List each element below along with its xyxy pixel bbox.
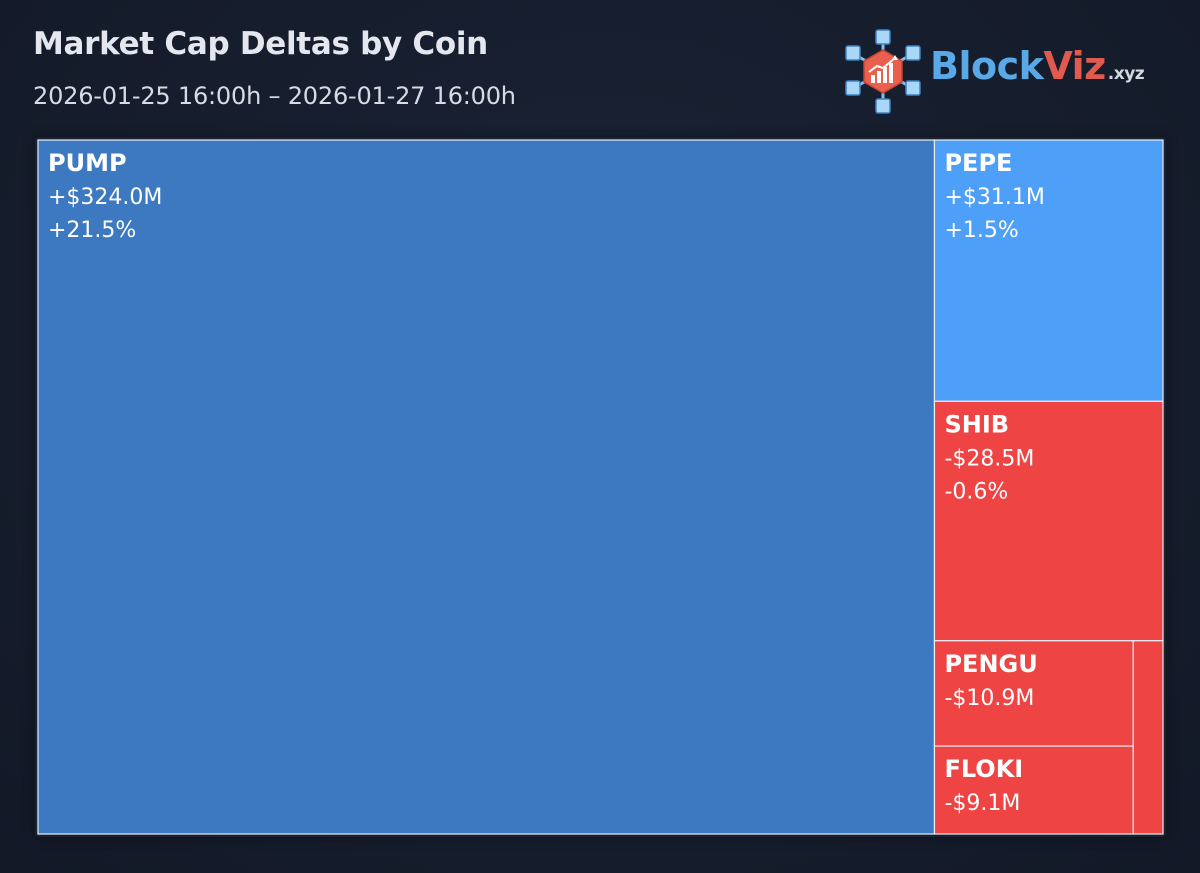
treemap-tile-other[interactable] — [1132, 640, 1164, 835]
treemap-chart: PUMP +$324.0M +21.5% PEPE +$31.1M +1.5% SHIB -$… — [37, 139, 1164, 835]
brand-logo: BlockViz .xyz — [842, 26, 1172, 116]
chart-title: Market Cap Deltas by Coin — [33, 26, 488, 62]
chart-subtitle: 2026-01-25 16:00h – 2026-01-27 16:00h — [33, 82, 516, 110]
treemap-tile-floki[interactable]: FLOKI -$9.1M — [933, 745, 1134, 835]
cube-network-chart-icon — [845, 29, 921, 114]
treemap-tile-rect-other — [1132, 640, 1164, 835]
treemap-label-delta-pepe: +$31.1M — [944, 185, 1044, 210]
treemap-label-delta-pump: +$324.0M — [48, 185, 162, 210]
treemap-label-name-floki: FLOKI — [944, 755, 1023, 783]
treemap-label-name-pengu: PENGU — [944, 650, 1037, 678]
treemap-label-pct-pump: +21.5% — [48, 218, 136, 243]
treemap-label-name-pepe: PEPE — [944, 149, 1012, 177]
treemap-label-pct-pepe: +1.5% — [944, 218, 1018, 243]
brand-name: BlockViz .xyz — [930, 44, 1145, 88]
treemap-tile-shib[interactable]: SHIB -$28.5M -0.6% — [933, 400, 1164, 642]
treemap-label-delta-floki: -$9.1M — [944, 791, 1020, 816]
treemap-label-delta-shib: -$28.5M — [944, 446, 1034, 471]
treemap-tile-pepe[interactable]: PEPE +$31.1M +1.5% — [933, 139, 1164, 402]
treemap-label-name-pump: PUMP — [48, 149, 127, 177]
treemap-tile-rect-pump — [37, 139, 936, 835]
treemap-tile-rect-pepe — [933, 139, 1164, 402]
treemap-plot-area: PUMP +$324.0M +21.5% PEPE +$31.1M +1.5% SHIB -$… — [35, 137, 1166, 837]
treemap-label-name-shib: SHIB — [944, 410, 1009, 438]
treemap-label-pct-shib: -0.6% — [944, 479, 1008, 504]
treemap-label-delta-pengu: -$10.9M — [944, 686, 1034, 711]
treemap-tile-pengu[interactable]: PENGU -$10.9M — [933, 640, 1134, 747]
treemap-tile-pump[interactable]: PUMP +$324.0M +21.5% — [37, 139, 936, 835]
